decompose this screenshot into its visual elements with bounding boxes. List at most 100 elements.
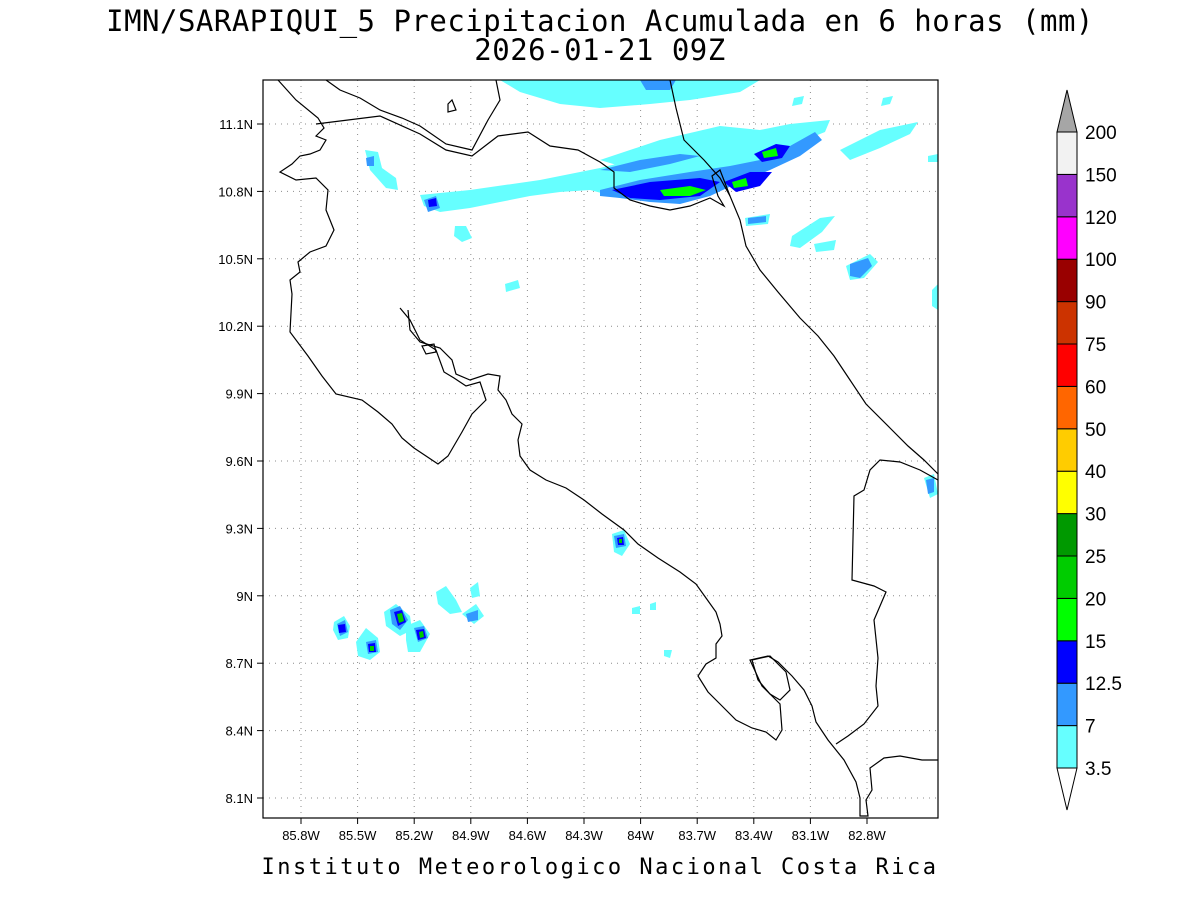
precip-area: [419, 631, 424, 638]
lat-tick-label: 9.6N: [226, 454, 253, 469]
map-frame: [262, 79, 939, 819]
colorbar-label: 30: [1085, 505, 1106, 526]
colorbar-segment: [1056, 385, 1078, 430]
precip-area: [366, 156, 374, 166]
lat-tick-label: 8.7N: [226, 656, 253, 671]
precip-area: [370, 646, 374, 651]
colorbar-label: 100: [1085, 250, 1117, 271]
colorbar-label: 50: [1085, 420, 1106, 441]
colorbar-segment: [1056, 682, 1078, 727]
lat-tick-label: 9N: [236, 589, 253, 604]
lat-tick-label: 8.4N: [226, 724, 253, 739]
precipitation-contours: [333, 80, 938, 660]
precip-area: [840, 122, 918, 160]
lat-tick-label: 9.3N: [226, 521, 253, 536]
nicoya-island: [421, 343, 437, 355]
precip-area: [600, 154, 700, 172]
lat-tick-label: 10.2N: [218, 319, 253, 334]
latitude-axis: 11.1N 10.8N 10.5N 10.2N 9.9N 9.6N 9.3N 9N 8.7N 8.…: [218, 117, 263, 806]
longitude-axis: 85.8W 85.5W 85.2W 84.9W 84.6W 84.3W 84W 83.7W 83…: [282, 818, 887, 843]
precip-area: [600, 126, 760, 166]
lon-tick-label: 85.5W: [339, 828, 377, 843]
lon-tick-label: 84.6W: [509, 828, 547, 843]
precip-area: [790, 216, 835, 248]
colorbar-segment: [1056, 258, 1078, 303]
lon-tick-label: 84.3W: [565, 828, 603, 843]
coastlines: [277, 79, 939, 817]
precip-area: [762, 148, 778, 158]
precip-area: [365, 150, 398, 190]
lon-tick-label: 85.2W: [395, 828, 433, 843]
precip-area: [505, 280, 520, 292]
precip-area: [454, 226, 472, 242]
colorbar-segment: [1056, 640, 1078, 684]
colorbar-segment: [1056, 428, 1078, 472]
colorbar-segment: [1056, 470, 1078, 515]
lake-islet: [447, 98, 457, 113]
precip-area: [664, 650, 672, 658]
lat-tick-label: 11.1N: [219, 117, 253, 132]
precip-area: [428, 198, 437, 207]
northern-coast: [325, 79, 501, 151]
precip-area: [932, 284, 938, 310]
colorbar-segment: [1056, 513, 1078, 557]
osa-peninsula: [751, 655, 791, 701]
lon-tick-label: 84.9W: [452, 828, 490, 843]
colorbar-label: 7: [1085, 717, 1096, 738]
colorbar-segment: [1056, 173, 1078, 218]
precip-area: [850, 258, 872, 278]
colorbar-under-triangle: [1056, 767, 1078, 811]
precip-area: [792, 96, 804, 106]
colorbar-over-triangle: [1056, 89, 1078, 133]
precip-area: [470, 582, 480, 598]
precip-area: [650, 602, 656, 610]
border-nicaragua: [315, 115, 731, 211]
precip-area: [660, 186, 706, 196]
footer-credit: Instituto Meteorologico Nacional Costa R…: [261, 855, 939, 880]
precip-area: [397, 613, 404, 623]
colorbar-label: 25: [1085, 547, 1106, 568]
lon-tick-label: 82.8W: [848, 828, 886, 843]
colorbar-label: 60: [1085, 377, 1106, 398]
map-title: IMN/SARAPIQUI_5 Precipitacion Acumulada …: [106, 4, 1094, 38]
colorbar-segment: [1056, 131, 1078, 175]
colorbar-label: 12.5: [1085, 674, 1122, 695]
map-date: 2026-01-21 09Z: [474, 33, 726, 67]
precip-area: [466, 610, 478, 622]
precip-area: [338, 624, 346, 633]
lat-tick-label: 10.5N: [218, 252, 253, 267]
colorbar-label: 15: [1085, 632, 1106, 653]
nicaragua-coast: [277, 79, 487, 465]
colorbar-segment: [1056, 216, 1078, 260]
nicoya-gulf: [407, 309, 938, 817]
colorbar-label: 200: [1085, 123, 1117, 144]
precip-area: [748, 216, 766, 224]
lat-tick-label: 8.1N: [226, 791, 253, 806]
precip-area: [632, 606, 640, 614]
precip-area: [619, 539, 622, 543]
colorbar-label: 20: [1085, 589, 1106, 610]
colorbar: 3.5 7 12.5 15 20 25 30 40 50 60 75 90 100 120 150 200: [1056, 89, 1122, 811]
precip-area: [640, 80, 676, 90]
panama-border: [835, 459, 939, 745]
colorbar-segment: [1056, 597, 1078, 642]
colorbar-segment: [1056, 555, 1078, 599]
colorbar-label: 90: [1085, 293, 1106, 314]
precip-area: [500, 80, 760, 108]
precip-area: [926, 478, 934, 494]
colorbar-label: 40: [1085, 462, 1106, 483]
colorbar-label: 3.5: [1085, 759, 1111, 780]
colorbar-segment: [1056, 725, 1078, 769]
caribbean-coast: [669, 79, 939, 475]
colorbar-label: 120: [1085, 208, 1117, 229]
precip-area: [928, 154, 938, 162]
precip-area: [814, 240, 836, 252]
lat-tick-label: 10.8N: [218, 184, 253, 199]
colorbar-segment: [1056, 301, 1078, 345]
lon-tick-label: 84W: [627, 828, 654, 843]
lon-tick-label: 83.7W: [678, 828, 716, 843]
lon-tick-label: 83.1W: [792, 828, 830, 843]
lon-tick-label: 85.8W: [282, 828, 320, 843]
lat-tick-label: 9.9N: [226, 387, 253, 402]
